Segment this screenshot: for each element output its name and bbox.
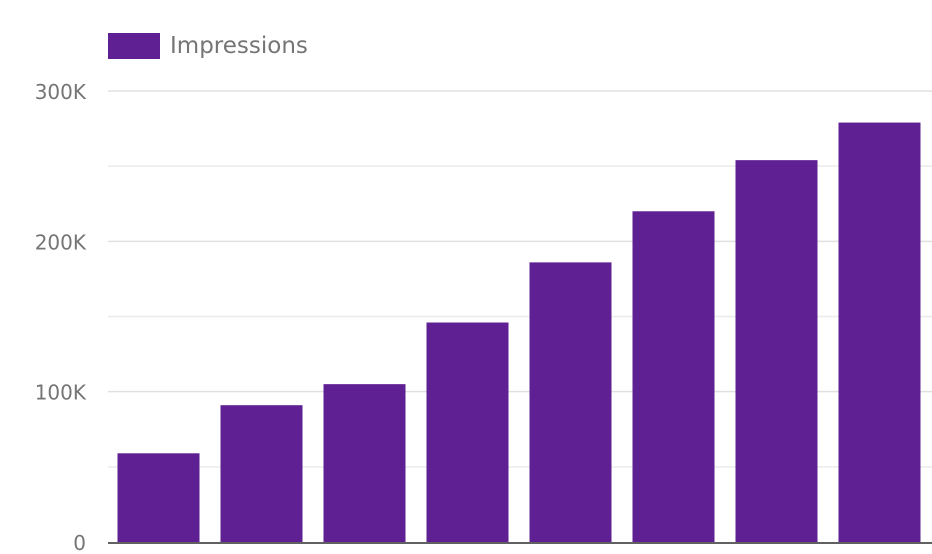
- legend: Impressions: [108, 33, 308, 59]
- bar: [426, 322, 509, 542]
- y-tick-label: 300K: [35, 80, 87, 104]
- y-tick-label: 200K: [35, 230, 87, 254]
- bar: [838, 122, 921, 542]
- bar: [529, 262, 612, 542]
- legend-label: Impressions: [170, 33, 308, 59]
- bar: [220, 405, 303, 542]
- bar: [117, 453, 200, 542]
- legend-swatch: [108, 33, 160, 59]
- bar: [735, 160, 818, 543]
- y-tick-label: 0: [73, 531, 86, 554]
- y-tick-label: 100K: [35, 381, 87, 405]
- bar: [632, 211, 715, 542]
- bar: [323, 384, 406, 542]
